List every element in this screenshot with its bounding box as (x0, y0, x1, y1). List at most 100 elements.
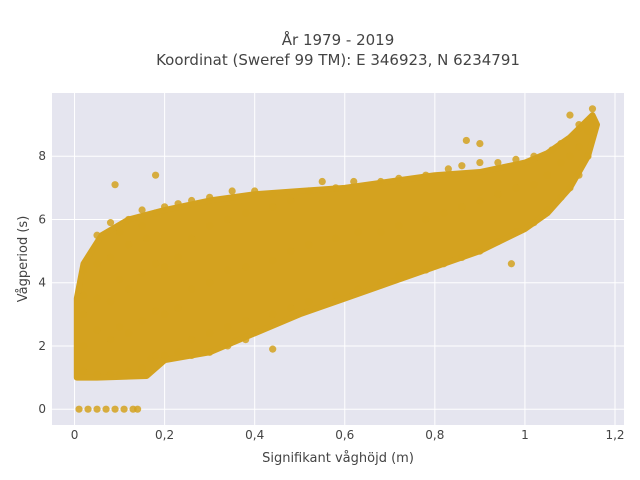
scatter-point (124, 367, 133, 375)
scatter-point (269, 256, 277, 265)
scatter-point (462, 136, 470, 145)
scatter-point (584, 127, 592, 135)
scatter-point (566, 152, 574, 160)
scatter-point (588, 105, 597, 113)
scatter-point (548, 146, 556, 154)
scatter-point (206, 222, 214, 230)
scatter-point (120, 405, 128, 413)
scatter-point (174, 253, 182, 262)
scatter-point (512, 155, 520, 163)
scatter-point (575, 143, 583, 151)
scatter-point (106, 219, 115, 227)
scatter-point (115, 275, 124, 284)
scatter-point (151, 209, 160, 217)
y-tick-label: 4 (38, 276, 46, 290)
scatter-point (566, 184, 574, 192)
scatter-point (440, 209, 448, 217)
scatter-point (138, 317, 146, 325)
y-tick-label: 8 (38, 149, 46, 163)
scatter-point (476, 196, 484, 205)
scatter-point (444, 165, 452, 173)
x-tick-label: 1 (521, 428, 529, 442)
scatter-point (188, 336, 196, 344)
scatter-point (124, 241, 133, 249)
scatter-point (530, 152, 538, 160)
x-tick-label: 0,6 (335, 428, 354, 442)
scatter-point (575, 121, 583, 129)
y-tick-label: 6 (38, 212, 46, 226)
scatter-point (115, 228, 124, 236)
scatter-point (188, 196, 196, 205)
scatter-point (124, 329, 133, 337)
scatter-point (494, 238, 502, 246)
scatter-point (224, 215, 232, 224)
scatter-point (305, 298, 313, 306)
scatter-point (251, 187, 259, 195)
scatter-point (422, 215, 430, 224)
x-tick-label: 0,8 (425, 428, 444, 442)
scatter-point (93, 370, 101, 379)
scatter-point (332, 234, 340, 243)
scatter-point (111, 405, 119, 413)
scatter-point (377, 177, 385, 186)
scatter-point (354, 285, 362, 293)
scatter-point (79, 291, 88, 299)
scatter-point (305, 187, 313, 195)
scatter-point (174, 348, 182, 356)
scatter-point (458, 253, 466, 262)
scatter-point (354, 228, 362, 236)
scatter-point (206, 279, 214, 287)
scatter-point (377, 228, 385, 236)
x-axis-title: Signifikant våghöjd (m) (262, 451, 414, 466)
scatter-point (133, 405, 142, 413)
x-tick-label: 0 (71, 428, 79, 442)
scatter-point (79, 266, 88, 274)
scatter-point (93, 326, 101, 334)
scatter-point (422, 266, 430, 274)
x-tick-labels: 0 0,2 0,4 0,6 0,8 1 1,2 (71, 428, 625, 442)
scatter-point (102, 405, 110, 413)
scatter-point (84, 405, 92, 413)
scatter-point (458, 203, 466, 211)
scatter-point (151, 351, 160, 360)
chart-title-line1: År 1979 - 2019 (282, 30, 395, 49)
scatter-point (318, 177, 326, 186)
scatter-point (138, 222, 146, 230)
y-tick-labels: 0 2 4 6 8 (38, 149, 46, 416)
scatter-point (228, 187, 236, 195)
scatter-point (530, 181, 538, 189)
scatter-point (395, 174, 403, 182)
scatter-point (507, 260, 516, 268)
scatter-point (106, 336, 115, 344)
x-tick-label: 0,2 (155, 428, 174, 442)
y-axis-title: Vågperiod (s) (16, 216, 31, 303)
scatter-point (138, 269, 146, 277)
scatter-point (206, 348, 214, 356)
scatter-point (188, 351, 196, 360)
scatter-point (512, 184, 520, 192)
scatter-point (174, 200, 182, 208)
scatter-point (287, 247, 295, 255)
x-tick-label: 0,4 (245, 428, 264, 442)
scatter-point (476, 247, 484, 255)
scatter-point (206, 193, 214, 201)
scatter-point (242, 209, 250, 217)
scatter-point (111, 181, 119, 189)
scatter-point (106, 298, 115, 306)
scatter-point (287, 304, 295, 312)
scatter-point (79, 342, 88, 350)
scatter-point (575, 171, 583, 179)
scatter-point (332, 291, 340, 299)
scatter-point (75, 405, 83, 413)
scatter-point (557, 158, 565, 167)
scatter-point (494, 158, 502, 167)
scatter-point (287, 196, 295, 205)
scatter-point (124, 215, 133, 224)
scatter-point (151, 171, 160, 179)
scatter-point (269, 203, 277, 211)
y-tick-label: 0 (38, 402, 46, 416)
scatter-point (332, 184, 340, 192)
scatter-point (174, 304, 182, 312)
scatter-point (138, 364, 146, 372)
